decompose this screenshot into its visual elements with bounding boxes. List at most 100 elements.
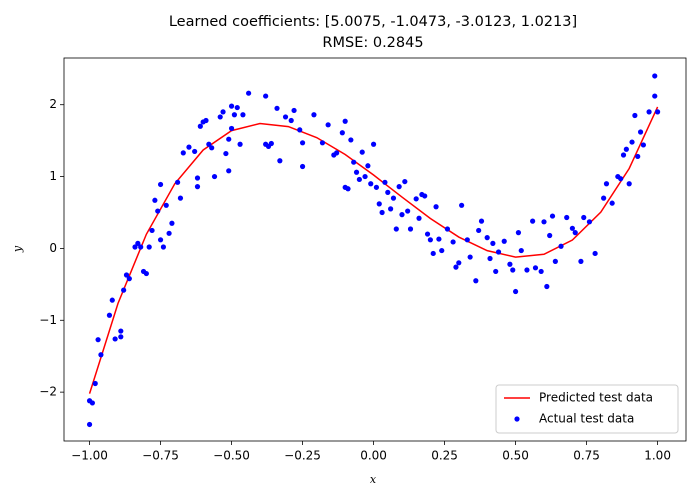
x-tick-label: −0.50 (213, 449, 250, 463)
data-point (370, 141, 377, 147)
data-point (365, 163, 371, 169)
chart-title: Learned coefficients: [5.0075, -1.0473, … (169, 14, 577, 30)
data-point (376, 201, 382, 207)
data-point (416, 215, 422, 221)
data-point (98, 352, 104, 358)
data-point (552, 258, 558, 264)
data-point (206, 141, 212, 147)
data-point (373, 184, 380, 190)
data-point (223, 150, 229, 157)
data-point (194, 175, 201, 181)
data-point (362, 173, 368, 180)
data-point (433, 204, 439, 210)
data-point (569, 225, 575, 231)
data-point (152, 197, 158, 203)
data-point (541, 219, 547, 225)
data-point (169, 220, 175, 226)
data-point (228, 103, 235, 109)
legend-label: Predicted test data (539, 391, 653, 405)
data-point (476, 227, 482, 234)
data-point (618, 176, 624, 182)
data-point (109, 297, 115, 303)
data-point (126, 276, 132, 282)
data-point (197, 123, 203, 129)
data-point (530, 218, 536, 224)
data-point (637, 129, 644, 135)
data-point (299, 163, 306, 170)
data-point (581, 214, 587, 221)
data-point (512, 288, 519, 295)
data-point (507, 261, 513, 267)
data-point (157, 237, 164, 243)
data-point (493, 268, 499, 275)
data-point (334, 150, 340, 156)
data-point (444, 226, 451, 232)
data-point (538, 268, 544, 275)
data-point (339, 130, 345, 136)
data-point (427, 237, 433, 243)
data-point (342, 118, 348, 124)
data-point (345, 186, 351, 192)
x-tick-label: 0.50 (502, 449, 529, 463)
data-point (177, 195, 184, 201)
data-point (155, 208, 161, 214)
data-point (532, 265, 539, 271)
chart-subtitle: RMSE: 0.2845 (322, 35, 423, 51)
data-point (291, 107, 297, 114)
data-point (623, 146, 629, 152)
data-point (603, 181, 610, 187)
data-point (495, 249, 502, 255)
data-point (95, 337, 101, 343)
data-point (186, 144, 192, 150)
data-point (385, 189, 391, 195)
data-point (217, 114, 223, 120)
y-tick-label: 2 (49, 97, 57, 111)
data-point (163, 202, 169, 208)
data-point (240, 112, 246, 118)
data-point (652, 73, 658, 79)
data-point (263, 93, 269, 99)
data-point (118, 328, 124, 334)
data-point (166, 230, 172, 236)
data-point (632, 112, 638, 119)
data-point (464, 237, 470, 243)
data-point (143, 270, 149, 277)
data-point (424, 231, 431, 237)
legend-label: Actual test data (539, 412, 634, 426)
y-tick-label: 0 (49, 241, 57, 255)
data-point (348, 137, 354, 143)
data-point (518, 247, 524, 254)
data-point (194, 184, 201, 190)
data-point (422, 193, 428, 199)
data-point (325, 122, 331, 128)
data-point (121, 287, 127, 293)
data-point (487, 255, 493, 262)
data-point (572, 230, 578, 236)
x-axis-label: x (370, 473, 377, 486)
x-tick-label: −0.75 (142, 449, 179, 463)
data-point (558, 243, 564, 249)
data-point (175, 179, 181, 185)
data-point (234, 104, 240, 111)
data-point (413, 196, 419, 202)
data-point (226, 168, 232, 174)
data-point (592, 250, 598, 257)
data-point (180, 150, 186, 156)
x-tick-label: 0.25 (431, 449, 458, 463)
data-point (430, 250, 436, 257)
data-point (138, 244, 144, 250)
data-point (407, 226, 414, 232)
data-point (92, 380, 98, 387)
data-point (396, 184, 402, 190)
data-point (112, 336, 118, 342)
data-point (544, 283, 550, 290)
data-point (459, 202, 465, 208)
data-point (484, 235, 490, 241)
data-point (635, 153, 641, 160)
data-point (405, 208, 411, 214)
data-point (351, 159, 357, 165)
data-point (450, 239, 456, 245)
data-point (282, 114, 289, 120)
data-point (288, 117, 294, 124)
